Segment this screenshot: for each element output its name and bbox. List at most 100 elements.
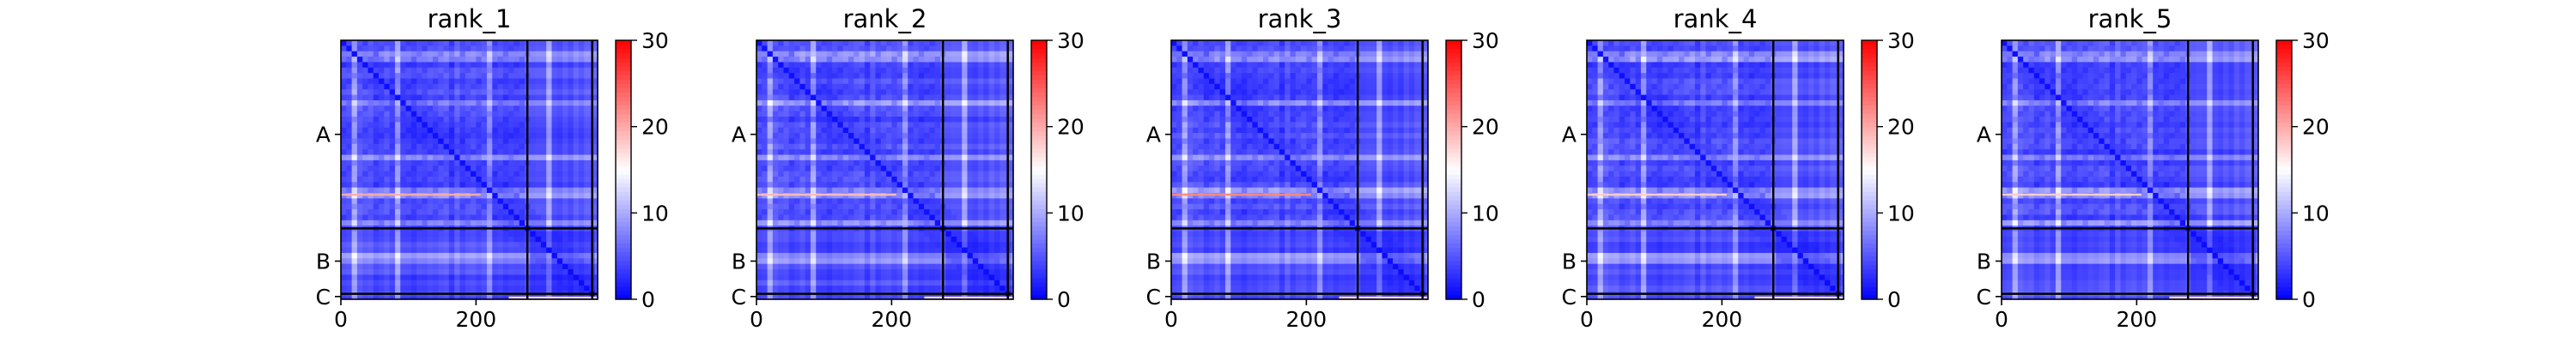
heatmap-cell [832, 45, 839, 52]
heatmap-cell [880, 236, 887, 243]
heatmap-cell [471, 193, 477, 199]
heatmap-cell [465, 51, 471, 57]
heatmap-cell [864, 138, 871, 145]
heatmap-cell [346, 133, 353, 140]
heatmap-cell [394, 57, 401, 63]
heatmap-cell [454, 57, 461, 63]
heatmap-cell [913, 67, 920, 74]
heatmap-cell [471, 247, 477, 254]
heatmap-cell [410, 242, 417, 249]
heatmap-cell [778, 99, 785, 106]
heatmap-cell [978, 247, 984, 254]
heatmap-cell [837, 263, 844, 270]
heatmap-cell [762, 242, 769, 249]
colorbar-step [616, 130, 631, 136]
heatmap-cell [896, 138, 903, 145]
heatmap-cell [497, 122, 504, 129]
heatmap-cell [346, 159, 353, 166]
heatmap-cell [530, 45, 537, 52]
heatmap-cell [896, 198, 903, 205]
heatmap-cell [535, 143, 542, 150]
heatmap-cell [379, 133, 385, 140]
heatmap-cell [956, 99, 963, 106]
heatmap-cell [993, 89, 1000, 96]
heatmap-cell [1279, 51, 1285, 57]
heatmap-cell [373, 247, 380, 254]
heatmap-cell [864, 209, 871, 216]
heatmap-cell [799, 274, 806, 281]
heatmap-cell [945, 122, 952, 129]
heatmap-cell [513, 286, 520, 292]
heatmap-cell [568, 138, 574, 145]
heatmap-cell [918, 117, 925, 123]
heatmap-cell [556, 133, 563, 140]
heatmap-cell [767, 182, 774, 189]
heatmap-cell [573, 67, 580, 74]
heatmap-cell [913, 187, 920, 194]
heatmap-cell [497, 89, 504, 96]
heatmap-cell [535, 127, 542, 134]
heatmap-cell [762, 57, 769, 63]
heatmap-cell [913, 94, 920, 101]
heatmap-cell [400, 57, 407, 63]
heatmap-cell [568, 127, 574, 134]
heatmap-cell [454, 67, 461, 74]
heatmap-cell [410, 252, 417, 259]
heatmap-cell [351, 280, 358, 286]
heatmap-cell [422, 171, 428, 178]
heatmap-cell [497, 176, 504, 183]
heatmap-cell [978, 89, 984, 96]
colorbar-step [1031, 152, 1047, 158]
heatmap-cell [471, 198, 477, 205]
panel-title: rank_1 [428, 4, 512, 33]
colorbar-step [616, 45, 631, 50]
heatmap-cell [481, 89, 488, 96]
heatmap-cell [459, 193, 466, 199]
heatmap-cell [394, 159, 401, 166]
heatmap-cell [502, 127, 509, 134]
heatmap-cell [1193, 51, 1200, 57]
heatmap-cell [443, 89, 450, 96]
heatmap-cell [875, 263, 882, 270]
heatmap-cell [962, 203, 969, 210]
heatmap-cell [783, 122, 790, 129]
heatmap-cell [373, 73, 380, 80]
heatmap-cell [999, 263, 1006, 270]
heatmap-cell [535, 236, 542, 243]
heatmap-cell [951, 203, 957, 210]
heatmap-cell [584, 231, 591, 238]
heatmap-cell [546, 127, 553, 134]
heatmap-cell [481, 127, 488, 134]
heatmap-cell [508, 231, 515, 238]
heatmap-cell [794, 214, 800, 221]
heatmap-cell [891, 236, 898, 243]
heatmap-cell [594, 78, 598, 85]
heatmap-cell [351, 89, 358, 96]
heatmap-cell [448, 165, 455, 172]
heatmap-cell [778, 138, 785, 145]
heatmap-cell [400, 154, 407, 161]
heatmap-cell [454, 89, 461, 96]
heatmap-cell [476, 73, 483, 80]
heatmap-cell [886, 171, 892, 178]
heatmap-cell [908, 94, 914, 101]
heatmap-cell [1247, 51, 1254, 57]
heatmap-cell [913, 198, 920, 205]
heatmap-cell [762, 280, 769, 286]
heatmap-cell [568, 105, 574, 112]
heatmap-cell [373, 117, 380, 123]
heatmap-cell [465, 242, 471, 249]
heatmap-cell [859, 45, 866, 52]
heatmap-cell [891, 67, 898, 74]
heatmap-cell [373, 209, 380, 216]
heatmap-cell [492, 143, 499, 150]
heatmap-cell [508, 111, 515, 117]
heatmap-cell [772, 138, 779, 145]
heatmap-cell [540, 171, 547, 178]
heatmap-cell [422, 133, 428, 140]
heatmap-cell [519, 220, 526, 226]
heatmap-cell [799, 73, 806, 80]
heatmap-cell [471, 40, 477, 46]
heatmap-cell [486, 89, 493, 96]
heatmap-cell [886, 149, 892, 156]
